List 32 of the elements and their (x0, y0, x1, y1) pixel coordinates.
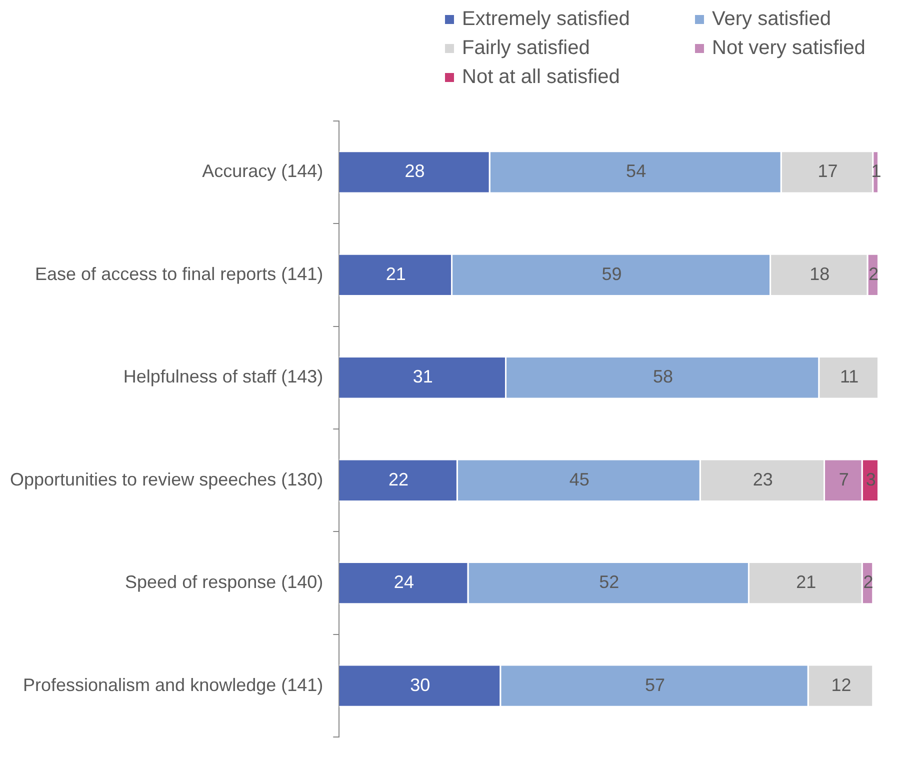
data-label: 45 (569, 469, 590, 490)
data-label: 24 (394, 572, 414, 592)
data-label: 17 (818, 161, 838, 182)
data-label: 58 (653, 366, 674, 387)
data-label: 54 (626, 161, 646, 182)
y-tick-label: Ease of access to final reports (141) (35, 264, 324, 284)
data-label: 30 (410, 674, 430, 695)
data-label: 3 (866, 469, 876, 490)
data-label: 11 (840, 366, 859, 387)
legend-label: Not very satisfied (712, 37, 866, 60)
legend-label: Fairly satisfied (462, 37, 590, 60)
y-tick-label: Accuracy (144) (202, 161, 324, 182)
data-label: 31 (412, 366, 433, 387)
data-label: 23 (752, 469, 773, 490)
legend-label: Very satisfied (712, 8, 831, 31)
legend-label: Extremely satisfied (462, 8, 630, 31)
data-label: 21 (386, 264, 406, 284)
data-label: 18 (810, 264, 830, 284)
y-tick-label: Helpfulness of staff (143) (123, 366, 324, 387)
data-label: 57 (644, 674, 665, 695)
y-tick-label: Professionalism and knowledge (141) (22, 674, 324, 695)
y-tick-label: Speed of response (140) (125, 572, 324, 592)
y-tick-label: Opportunities to review speeches (130) (10, 469, 324, 490)
data-label: 7 (838, 469, 849, 490)
data-label: 12 (831, 674, 852, 695)
data-label: 1 (871, 161, 882, 182)
data-label: 59 (602, 264, 622, 284)
data-label: 52 (599, 572, 620, 592)
legend-label: Not at all satisfied (462, 66, 620, 89)
data-label: 22 (388, 469, 409, 490)
data-label: 21 (796, 572, 816, 592)
data-label: 28 (404, 161, 425, 182)
